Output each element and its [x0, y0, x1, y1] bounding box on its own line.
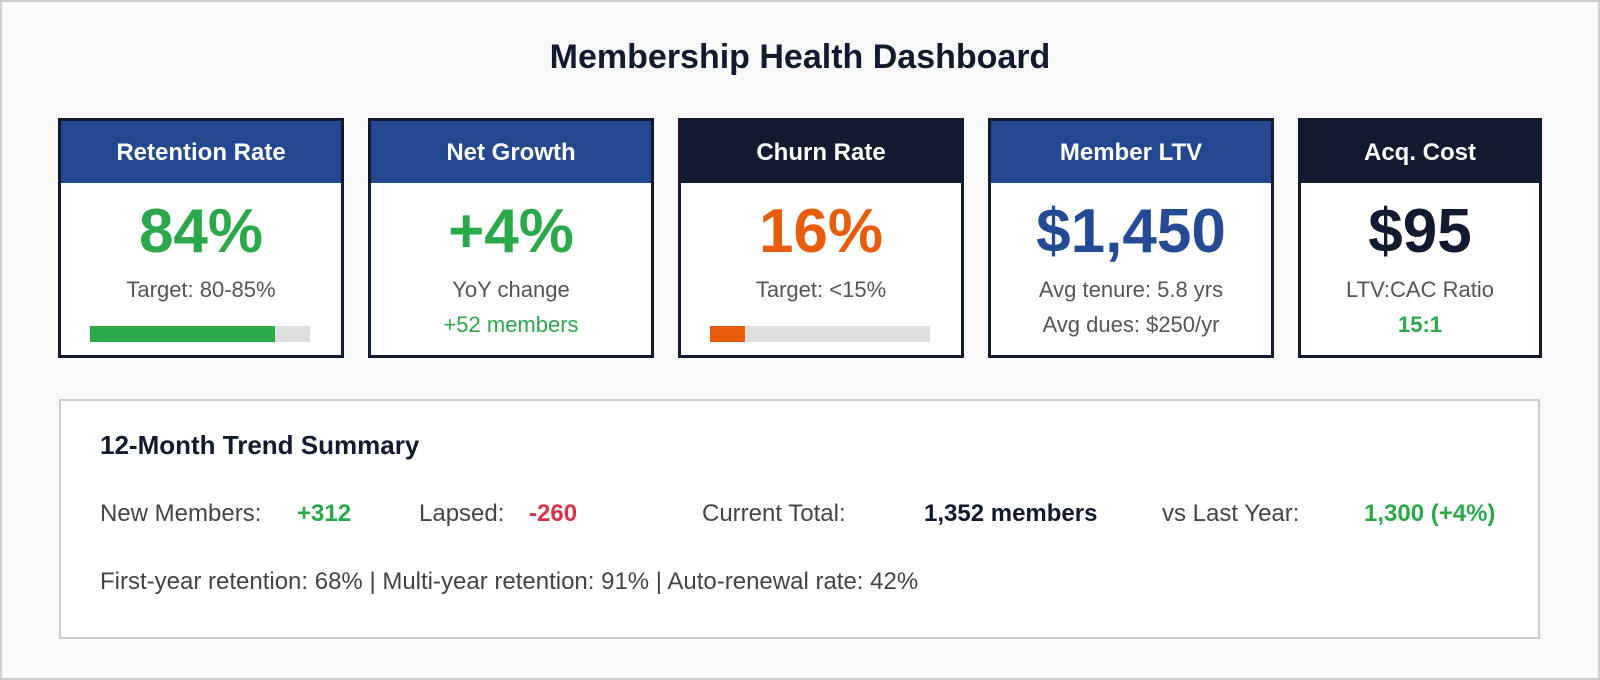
card-header: Churn Rate [681, 121, 961, 183]
kpi-subtitle: Avg tenure: 5.8 yrs [1038, 277, 1224, 302]
kpi-subtitle: LTV:CAC Ratio [1346, 277, 1494, 302]
kpi-value: 84% [138, 197, 264, 266]
kpi-value: $95 [1368, 197, 1472, 266]
card-header: Acq. Cost [1301, 121, 1539, 183]
kpi-card-acq-cost: Acq. Cost $95 LTV:CAC Ratio 15:1 [1298, 118, 1542, 358]
kpi-value: +4% [448, 197, 574, 266]
card-header: Net Growth [371, 121, 651, 183]
kpi-value: $1,450 [1036, 197, 1226, 266]
trend-summary-panel: 12-Month Trend Summary New Members: +312… [59, 399, 1540, 639]
kpi-target: Target: 80-85% [126, 277, 276, 302]
kpi-subtitle: YoY change [452, 277, 570, 302]
card-header: Retention Rate [61, 121, 341, 183]
stat-value-lapsed: -260 [529, 500, 578, 527]
stat-value-vs-last-year: 1,300 (+4%) [1364, 500, 1496, 527]
stat-value-current-total: 1,352 members [924, 500, 1098, 527]
kpi-detail: Avg dues: $250/yr [1042, 312, 1220, 337]
stat-value-new-members: +312 [297, 500, 352, 527]
kpi-card-retention-rate: Retention Rate 84% Target: 80-85% [58, 118, 344, 358]
retention-breakdown: First-year retention: 68% | Multi-year r… [100, 568, 919, 595]
kpi-value: 16% [758, 197, 884, 266]
kpi-detail: +52 members [443, 312, 579, 337]
stat-label-lapsed: Lapsed: [419, 500, 505, 527]
progress-bar-track [710, 326, 930, 342]
stat-label-vs-last-year: vs Last Year: [1162, 500, 1300, 527]
progress-bar-fill [90, 326, 275, 342]
progress-bar-track [90, 326, 310, 342]
stat-label-current-total: Current Total: [702, 500, 846, 527]
kpi-card-member-ltv: Member LTV $1,450 Avg tenure: 5.8 yrs Av… [988, 118, 1274, 358]
kpi-target: Target: <15% [755, 277, 887, 302]
stat-label-new-members: New Members: [100, 500, 262, 527]
kpi-detail: 15:1 [1397, 312, 1443, 337]
page-title: Membership Health Dashboard [549, 38, 1051, 76]
panel-title: 12-Month Trend Summary [100, 430, 420, 460]
progress-bar-fill [710, 326, 746, 342]
kpi-card-churn-rate: Churn Rate 16% Target: <15% [678, 118, 964, 358]
card-header: Member LTV [991, 121, 1271, 183]
kpi-card-net-growth: Net Growth +4% YoY change +52 members [368, 118, 654, 358]
